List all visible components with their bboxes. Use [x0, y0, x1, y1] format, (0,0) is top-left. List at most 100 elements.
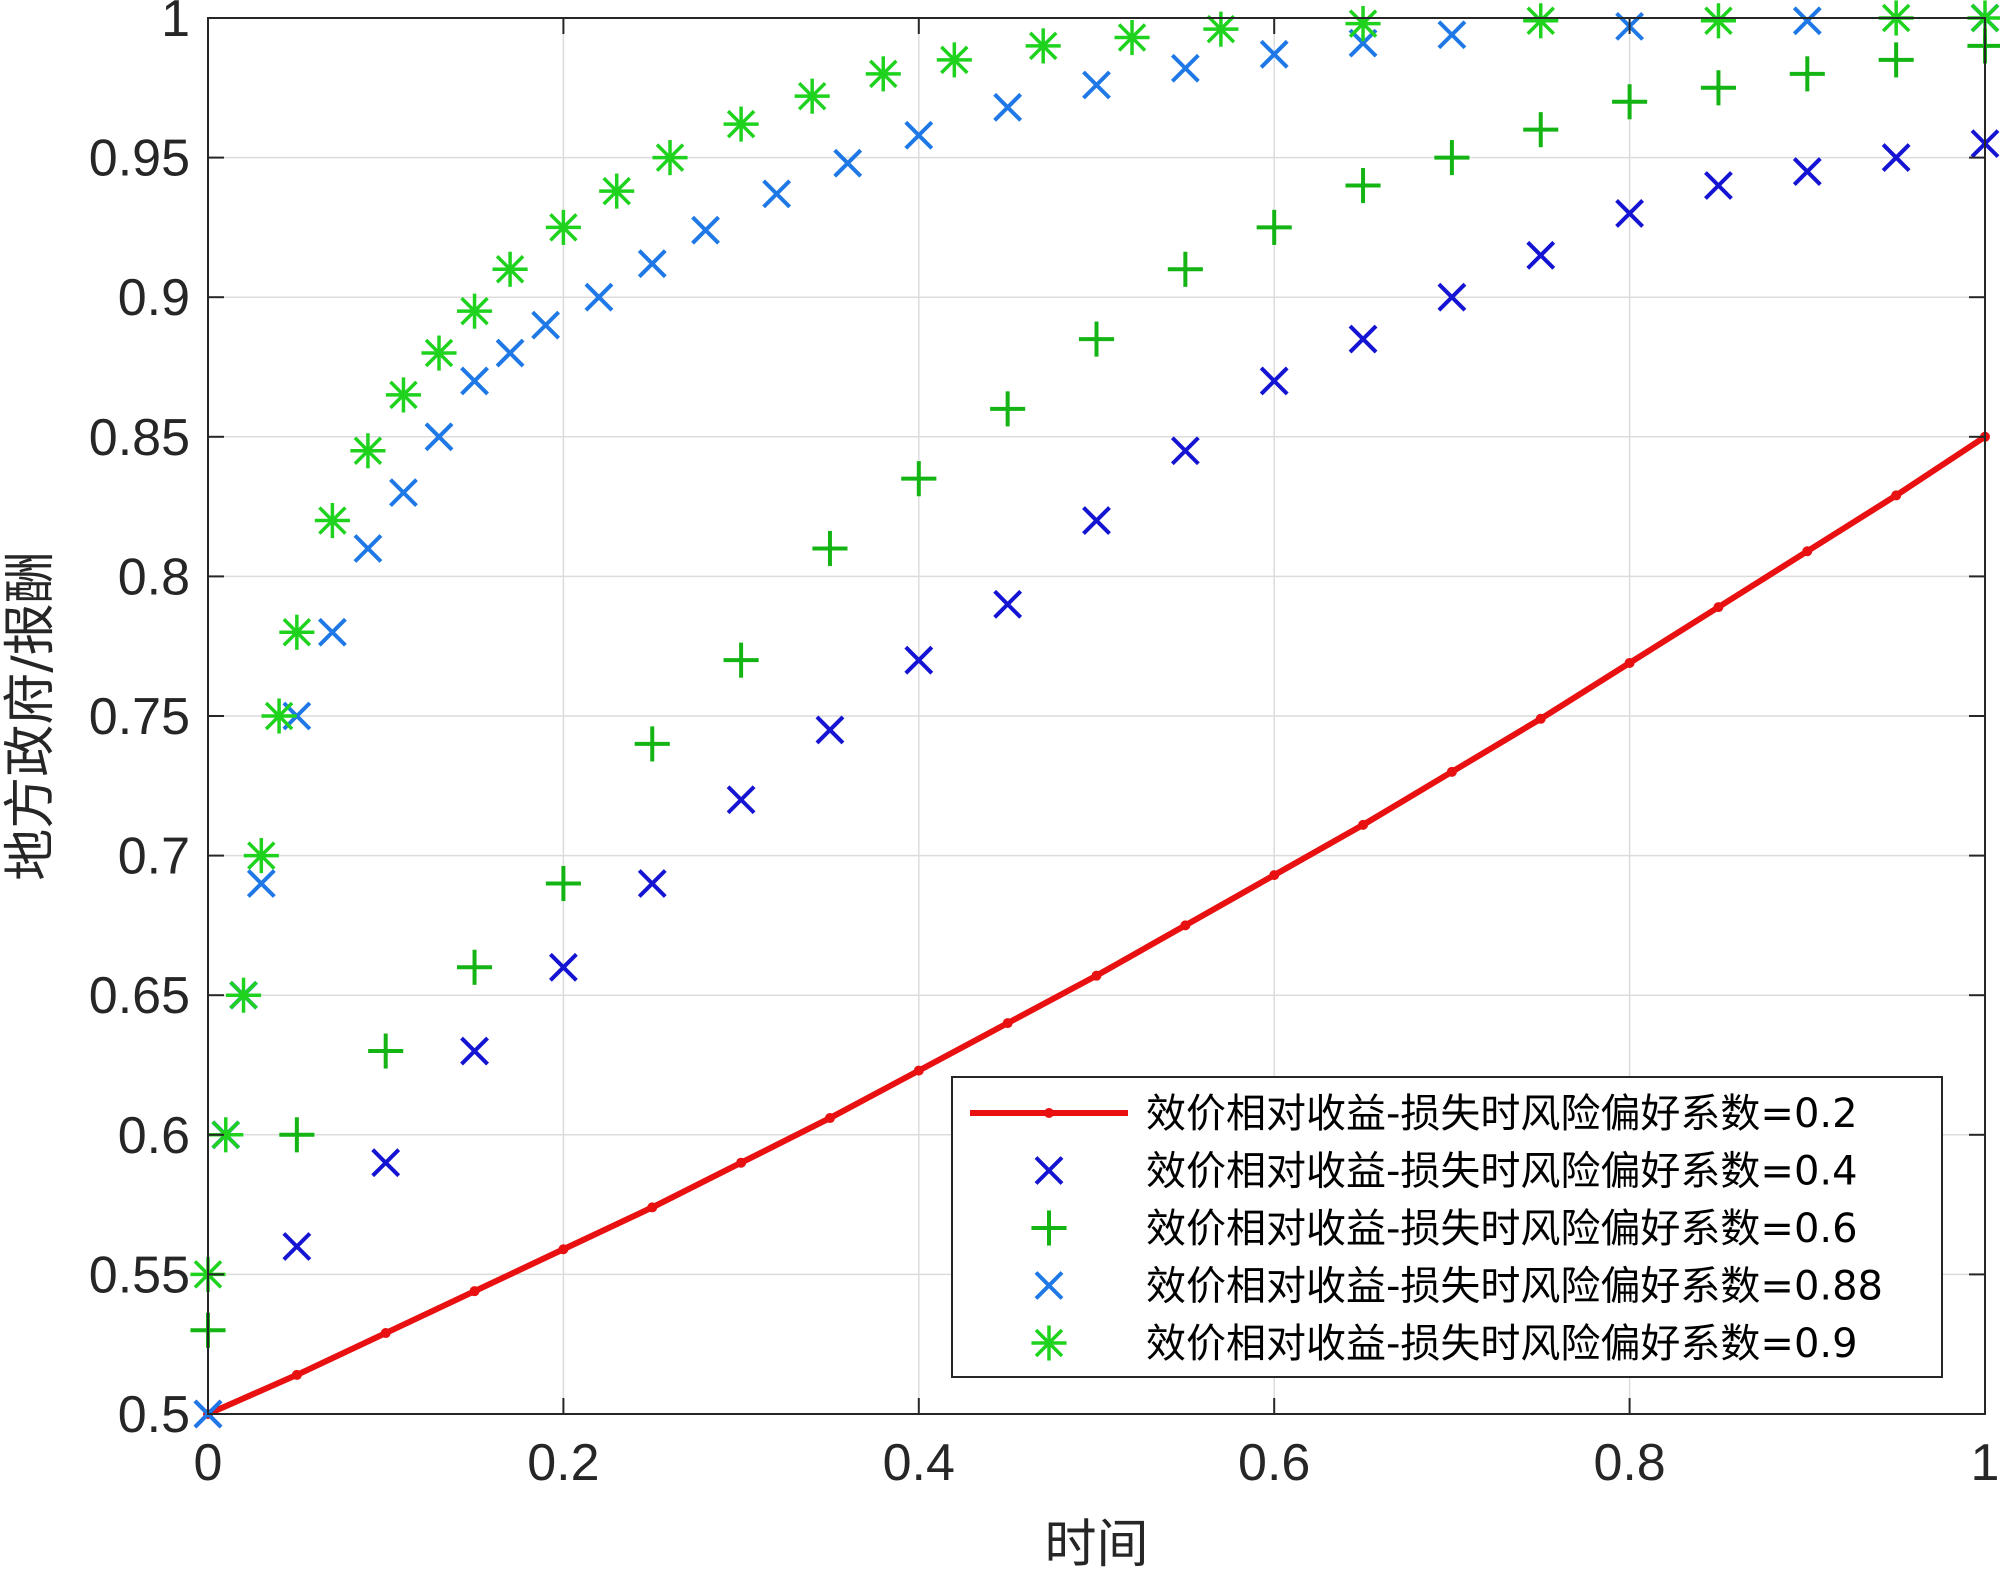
data-point — [350, 433, 386, 469]
data-point — [1170, 53, 1200, 83]
legend-marker — [1034, 1271, 1064, 1300]
data-point — [492, 251, 528, 287]
data-point — [1078, 321, 1115, 357]
data-point — [1180, 920, 1191, 931]
data-point — [385, 377, 422, 413]
y-axis-label: 地方政府/报酬 — [1, 551, 61, 881]
data-point — [1170, 436, 1200, 466]
data-point — [548, 952, 578, 982]
data-point — [1891, 490, 1902, 501]
data-point — [314, 503, 350, 539]
data-point — [904, 645, 934, 675]
data-point — [1802, 546, 1813, 557]
data-point — [1259, 39, 1289, 69]
data-point — [421, 335, 457, 371]
data-point — [261, 698, 297, 734]
x-tick-label: 0.6 — [1238, 1434, 1310, 1492]
data-point — [1082, 506, 1111, 535]
data-point — [762, 179, 792, 209]
data-point — [457, 949, 493, 985]
data-point — [647, 1202, 658, 1213]
data-point — [990, 391, 1026, 427]
data-point — [1437, 282, 1467, 312]
legend-item: 效价相对收益-损失时风险偏好系数=0.88 — [1034, 1264, 1883, 1310]
legend-marker — [1044, 1108, 1054, 1118]
data-point — [865, 56, 901, 92]
data-point — [460, 1036, 489, 1066]
data-point — [1203, 11, 1239, 47]
y-tick-label: 0.55 — [89, 1246, 190, 1304]
data-point — [424, 422, 454, 452]
legend-marker — [1031, 1325, 1067, 1361]
data-point — [1700, 3, 1736, 39]
y-tick-label: 1 — [161, 0, 190, 48]
data-point — [469, 1286, 480, 1297]
data-point — [723, 642, 759, 678]
data-point — [225, 977, 262, 1013]
data-point — [353, 534, 383, 563]
data-point — [1358, 819, 1369, 830]
data-point — [904, 120, 934, 150]
y-tick-label: 0.95 — [89, 130, 190, 188]
legend-marker — [1031, 1210, 1067, 1246]
data-point — [460, 366, 489, 396]
legend-item: 效价相对收益-损失时风险偏好系数=0.9 — [1031, 1321, 1858, 1367]
x-tick-label: 1 — [1971, 1434, 2000, 1492]
x-tick-label: 0.4 — [883, 1434, 955, 1492]
data-point — [691, 215, 720, 245]
data-point — [243, 838, 279, 874]
data-point — [993, 92, 1023, 122]
data-point — [279, 614, 315, 650]
data-point — [317, 617, 347, 647]
legend-label: 效价相对收益-损失时风险偏好系数=0.2 — [1146, 1091, 1858, 1137]
data-point — [1345, 6, 1381, 42]
data-point — [531, 310, 561, 340]
legend: 效价相对收益-损失时风险偏好系数=0.2 效价相对收益-损失时风险偏好系数=0.4… — [951, 1076, 1943, 1378]
data-point — [1713, 602, 1724, 613]
data-point — [1704, 171, 1733, 200]
y-tick-label: 0.65 — [89, 967, 190, 1025]
data-point — [634, 726, 670, 762]
data-point — [1878, 42, 1914, 78]
data-point — [1446, 766, 1457, 777]
data-point — [736, 1157, 747, 1168]
data-point — [913, 1065, 924, 1076]
data-point — [1792, 157, 1822, 186]
x-tick-label: 0 — [194, 1434, 223, 1492]
data-point — [246, 869, 276, 898]
data-point — [1789, 56, 1825, 92]
data-point — [1523, 112, 1559, 148]
data-point — [637, 249, 667, 279]
data-point — [901, 461, 937, 497]
legend-label: 效价相对收益-损失时风险偏好系数=0.9 — [1146, 1321, 1858, 1367]
data-point — [652, 140, 688, 176]
data-point — [1256, 209, 1292, 245]
data-point — [1259, 366, 1289, 396]
data-point — [637, 869, 667, 898]
data-point — [1612, 84, 1648, 120]
data-point — [291, 1369, 302, 1380]
legend-item: 效价相对收益-损失时风险偏好系数=0.2 — [970, 1091, 1858, 1137]
data-point — [1881, 143, 1911, 173]
data-point — [545, 209, 581, 245]
data-point — [993, 589, 1023, 619]
data-point — [1700, 70, 1736, 106]
data-point — [815, 715, 845, 745]
data-point — [457, 293, 493, 329]
y-tick-label: 0.6 — [118, 1107, 190, 1165]
data-point — [1091, 970, 1102, 981]
y-tick-label: 0.5 — [118, 1386, 190, 1444]
data-point — [1348, 324, 1378, 354]
data-point — [389, 478, 418, 508]
y-tick-label: 0.7 — [118, 828, 190, 886]
data-point — [599, 173, 635, 209]
data-point — [1114, 19, 1150, 56]
data-point — [833, 148, 863, 178]
legend-box — [951, 1076, 1943, 1378]
data-layer — [190, 0, 2000, 1429]
legend-item: 效价相对收益-损失时风险偏好系数=0.4 — [1034, 1149, 1858, 1195]
data-point — [558, 1244, 569, 1255]
x-axis-label: 时间 — [1044, 1515, 1148, 1575]
